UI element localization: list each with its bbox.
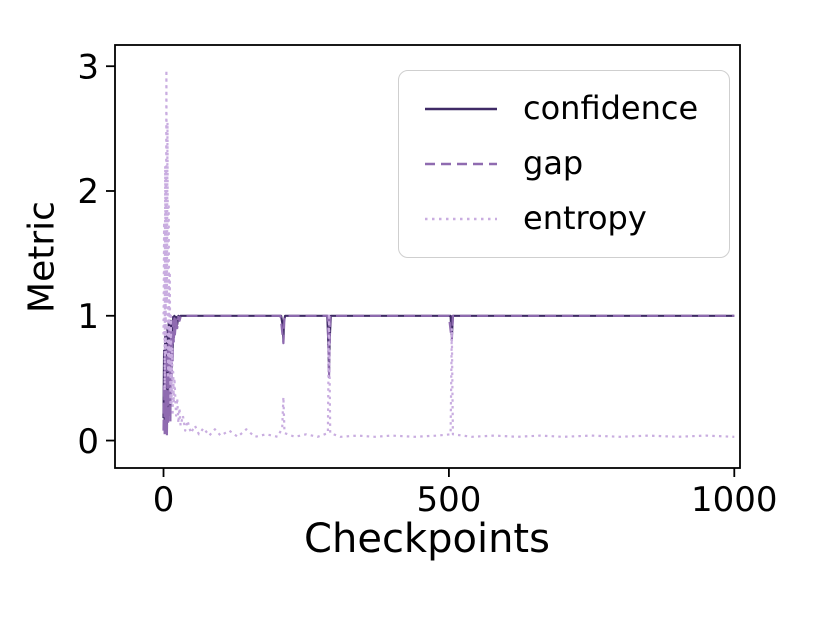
y-tick-label: 1 (77, 297, 99, 337)
legend-line-gap-icon (425, 162, 497, 166)
legend-label-confidence: confidence (523, 89, 699, 127)
y-tick-label: 2 (77, 172, 99, 212)
line-gap (162, 314, 735, 438)
legend-label-entropy: entropy (523, 199, 647, 238)
legend-item-entropy: entropy (425, 201, 703, 236)
line-entropy (162, 68, 735, 438)
y-tick-label: 0 (77, 422, 99, 462)
axes-spines (114, 44, 741, 469)
legend-item-gap: gap (425, 144, 703, 183)
legend-line-entropy-icon (425, 217, 497, 221)
line-confidence (162, 314, 735, 435)
x-tick-label: 500 (416, 480, 481, 520)
y-axis-label: Metric (21, 201, 63, 313)
x-axis-label: Checkpoints (304, 516, 550, 562)
series-lines (162, 68, 735, 438)
x-tick-label: 0 (153, 480, 175, 520)
legend-label-gap: gap (523, 144, 584, 183)
legend: confidence gap entropy (398, 70, 730, 258)
axis-ticks: 0 500 1000 0 1 2 3 (77, 47, 777, 519)
legend-item-confidence: confidence (425, 89, 703, 127)
y-tick-label: 3 (77, 47, 99, 87)
x-tick-label: 1000 (691, 480, 778, 520)
legend-line-confidence-icon (425, 107, 497, 110)
